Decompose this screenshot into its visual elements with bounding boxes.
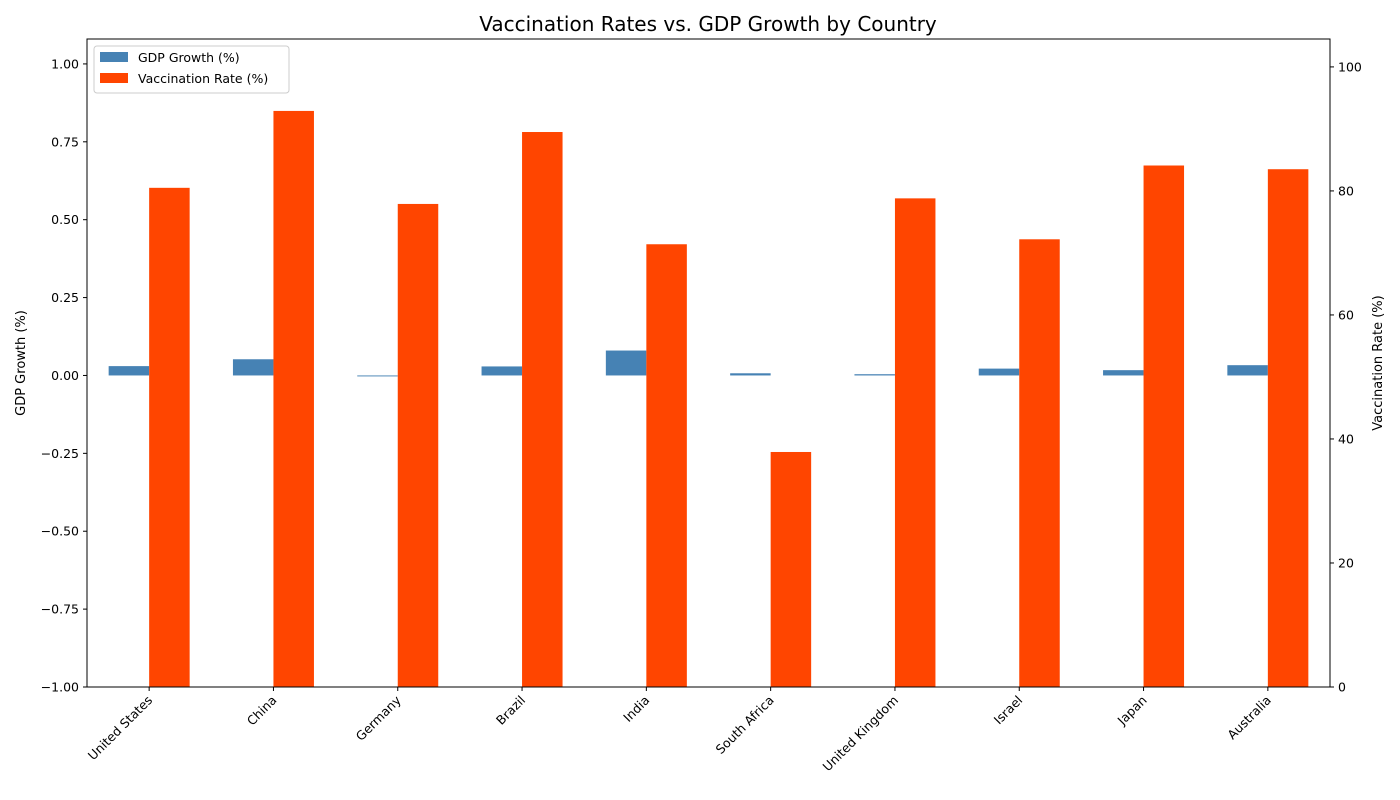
legend-label: Vaccination Rate (%)	[138, 71, 268, 86]
x-axis-tick-label: China	[244, 693, 280, 729]
x-axis: United States China Germany Brazil India Sout…	[85, 687, 1274, 774]
gdp-growth-bar	[232, 359, 274, 376]
left-axis-tick-label: −0.50	[41, 524, 79, 539]
gdp-growth-bar	[730, 373, 771, 376]
legend-swatch	[100, 52, 128, 62]
left-axis-tick-label: −1.00	[41, 680, 79, 695]
x-axis-tick-label: India	[620, 693, 652, 725]
x-axis-tick-label: Germany	[353, 692, 405, 744]
gdp-growth-bar	[978, 368, 1020, 376]
left-axis-tick-label: 0.75	[51, 134, 79, 149]
x-axis-tick-label: Australia	[1224, 693, 1274, 743]
gdp-growth-bar	[108, 366, 150, 376]
left-axis-tick-label: 0.00	[51, 368, 79, 383]
vaccination-rate-bar	[149, 187, 190, 687]
vaccination-rate-bar	[1267, 169, 1309, 687]
gdp-growth-bar	[854, 374, 895, 376]
left-axis-tick-label: 1.00	[51, 56, 79, 71]
right-axis-tick-label: 0	[1338, 680, 1346, 695]
right-axis-tick-label: 20	[1338, 555, 1354, 570]
right-axis-label: Vaccination Rate (%)	[1371, 295, 1386, 430]
vaccination-rate-bar	[894, 198, 936, 687]
x-axis-tick-label: Brazil	[493, 693, 528, 728]
right-axis-tick-label: 100	[1338, 59, 1362, 74]
right-y-axis: 100 80 60 40 20 0	[1330, 59, 1362, 695]
left-axis-label: GDP Growth (%)	[14, 310, 29, 416]
gdp-growth-bar	[1227, 365, 1268, 376]
vaccination-rate-bar	[273, 110, 314, 688]
left-axis-tick-label: 0.50	[51, 212, 79, 227]
left-axis-tick-label: −0.25	[41, 446, 79, 461]
right-axis-tick-label: 80	[1338, 183, 1354, 198]
vaccination-rate-bar	[1143, 165, 1185, 688]
legend-label: GDP Growth (%)	[138, 50, 240, 65]
gdp-growth-bar	[481, 366, 523, 376]
gdp-growth-bar	[1103, 370, 1144, 376]
plot-frame	[86, 38, 1331, 688]
x-axis-tick-label: South Africa	[712, 693, 776, 757]
left-axis-tick-label: −0.75	[41, 602, 79, 617]
right-axis-tick-label: 40	[1338, 431, 1354, 446]
legend-box	[93, 45, 290, 94]
vaccination-rate-bar	[646, 244, 687, 687]
chart-title: Vaccination Rates vs. GDP Growth by Coun…	[479, 12, 937, 36]
gdp-growth-bar	[357, 375, 398, 377]
vaccination-rate-bar	[770, 451, 812, 687]
right-axis-tick-label: 60	[1338, 307, 1354, 322]
x-axis-tick-label: United Kingdom	[820, 693, 902, 775]
x-axis-tick-label: Israel	[991, 693, 1026, 728]
vaccination-rate-bar	[397, 203, 439, 688]
legend-swatch	[100, 73, 128, 83]
bars-group	[108, 110, 1309, 688]
vaccination-rate-bar	[522, 132, 563, 688]
left-axis-tick-label: 0.25	[51, 290, 79, 305]
x-axis-tick-label: United States	[85, 693, 155, 763]
vaccination-rate-bar	[1019, 239, 1060, 688]
legend: GDP Growth (%) Vaccination Rate (%)	[93, 45, 290, 94]
gdp-growth-bar	[605, 350, 647, 376]
left-y-axis: 1.00 0.75 0.50 0.25 0.00 −0.25 −0.50 −0.75 −1.00	[41, 56, 87, 695]
x-axis-tick-label: Japan	[1114, 693, 1150, 729]
